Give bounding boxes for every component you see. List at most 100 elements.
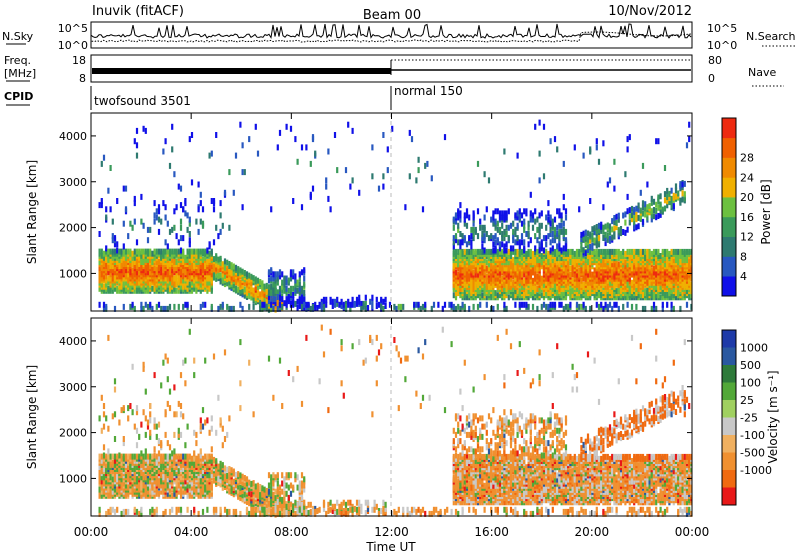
power-cell-3468 xyxy=(605,302,607,308)
power-cell-987 xyxy=(206,259,208,265)
power-cell-4383 xyxy=(684,191,686,197)
power-cell-855 xyxy=(191,249,193,255)
power-cell-3716 xyxy=(627,194,629,200)
power-cell-266 xyxy=(127,233,129,239)
velocity-cell-425 xyxy=(143,454,145,460)
power-cell-1493 xyxy=(297,159,299,165)
power-cell-449 xyxy=(147,237,149,243)
power-cell-569 xyxy=(160,219,162,225)
power-cell-1424 xyxy=(279,302,281,308)
velocity-cell-447 xyxy=(145,415,147,421)
power-cell-2414 xyxy=(514,227,516,233)
power-cell-3572 xyxy=(613,225,615,231)
nsky-trace xyxy=(91,24,691,38)
power-cell-2964 xyxy=(561,248,563,254)
power-cell-910 xyxy=(198,249,200,255)
power-cell-3668 xyxy=(622,229,624,235)
power-cell-634 xyxy=(167,221,169,227)
power-cell-2626 xyxy=(532,212,534,218)
power-cell-1650 xyxy=(398,304,400,310)
power-cell-1918 xyxy=(470,249,472,255)
power-cell-4019 xyxy=(653,249,655,255)
power-cell-1866 xyxy=(466,223,468,229)
power-cell-2442 xyxy=(517,235,519,241)
power-cell-2153 xyxy=(492,248,494,254)
power-cell-285 xyxy=(129,304,131,310)
power-cell-1642 xyxy=(385,303,387,309)
power-cell-546 xyxy=(158,249,160,255)
power-cell-2106 xyxy=(488,235,490,241)
power-cell-1521 xyxy=(303,290,305,296)
power-cell-2319 xyxy=(506,241,508,247)
power-cell-1430 xyxy=(281,296,283,302)
power-cell-1425 xyxy=(279,130,281,136)
power-cell-388 xyxy=(140,194,142,200)
power-cell-3835 xyxy=(638,249,640,255)
power-cell-4013 xyxy=(653,265,655,271)
power-cell-1567 xyxy=(325,177,327,183)
power-cell-3088 xyxy=(572,249,574,255)
power-cell-1939 xyxy=(473,249,475,255)
power-cell-3133 xyxy=(576,302,578,308)
power-cell-2079 xyxy=(486,259,488,265)
power-cell-2326 xyxy=(508,294,510,300)
power-cell-1942 xyxy=(473,227,475,233)
power-cell-3646 xyxy=(620,226,622,232)
power-cell-3713 xyxy=(627,227,629,233)
power-cell-3973 xyxy=(649,203,651,209)
power-cell-2852 xyxy=(552,245,554,251)
power-cell-131 xyxy=(112,233,114,239)
power-cell-3969 xyxy=(649,249,651,255)
power-cell-3861 xyxy=(640,249,642,255)
power-cell-1130 xyxy=(228,169,230,175)
power-cell-4425 xyxy=(688,136,690,142)
power-cell-726 xyxy=(178,239,180,245)
power-cell-2387 xyxy=(512,245,514,251)
power-cell-1637 xyxy=(382,299,384,305)
power-cell-4046 xyxy=(655,214,657,220)
power-cell-3390 xyxy=(598,304,600,310)
cpid-row: CPID twofsound 3501 normal 150 xyxy=(4,84,463,110)
velocity-cell-383 xyxy=(138,434,140,440)
power-cell-3739 xyxy=(629,249,631,255)
power-cell-1545 xyxy=(312,304,314,310)
power-cell-1356 xyxy=(270,276,272,282)
power-cell-1434 xyxy=(281,271,283,277)
power-cell-1530 xyxy=(303,302,305,308)
power-cell-2527 xyxy=(523,219,525,225)
power-cell-1166 xyxy=(235,265,237,271)
power-cell-2624 xyxy=(532,225,534,231)
power-cell-2884 xyxy=(554,302,556,308)
power-cell-3321 xyxy=(594,267,596,273)
power-cell-1630 xyxy=(378,302,380,308)
power-colorbar-tick-6: 4 xyxy=(740,270,747,283)
power-cell-2906 xyxy=(556,243,558,249)
power-cell-1491 xyxy=(297,305,299,311)
power-cell-83 xyxy=(107,276,109,282)
power-cell-1620 xyxy=(367,305,369,311)
power-cell-3465 xyxy=(605,232,607,238)
power-cell-2129 xyxy=(490,233,492,239)
power-cell-3810 xyxy=(635,224,637,230)
power-cell-1538 xyxy=(308,302,310,308)
power-cell-955 xyxy=(202,221,204,227)
power-cell-1640 xyxy=(382,173,384,179)
power-cell-229 xyxy=(123,304,125,310)
power-cell-230 xyxy=(123,186,125,192)
power-cell-2578 xyxy=(528,231,530,237)
power-cell-1031 xyxy=(211,198,213,204)
power-cell-2718 xyxy=(541,253,543,259)
power-cell-694 xyxy=(173,304,175,310)
power-cell-1837 xyxy=(464,249,466,255)
power-cell-1566 xyxy=(325,184,327,190)
power-cell-654 xyxy=(169,304,171,310)
velocity-cell-279 xyxy=(127,454,129,460)
power-cell-1433 xyxy=(281,280,283,286)
power-cell-2772 xyxy=(545,225,547,231)
power-cell-2447 xyxy=(517,153,519,159)
power-cell-2650 xyxy=(534,233,536,239)
power-cell-4048 xyxy=(655,202,657,208)
power-cell-3030 xyxy=(565,215,567,221)
power-cell-3742 xyxy=(629,207,631,213)
